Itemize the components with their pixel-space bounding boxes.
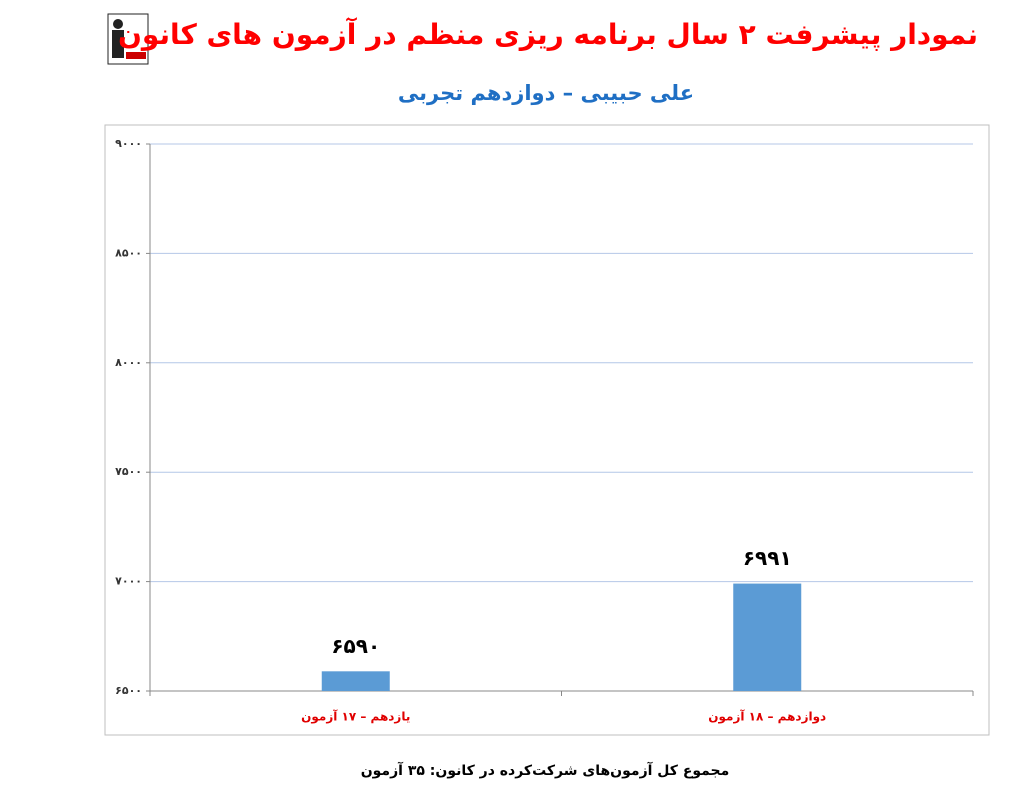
y-tick-label: ۹۰۰۰ [115, 137, 142, 150]
chart-title: نمودار پیشرفت ۲ سال برنامه ریزی منظم در … [118, 17, 978, 51]
y-tick-label: ۶۵۰۰ [115, 684, 142, 697]
footnote: مجموع کل آزمون‌های شرکت‌کرده در کانون: ۳… [361, 761, 730, 779]
y-tick-label: ۷۰۰۰ [115, 575, 142, 588]
bar [733, 583, 802, 691]
chart-subtitle: علی حبیبی – دوازدهم تجربی [398, 81, 694, 105]
y-tick-label: ۸۵۰۰ [115, 246, 142, 259]
y-tick-label: ۸۰۰۰ [115, 356, 142, 369]
logo [107, 13, 149, 65]
plot-frame [104, 124, 990, 736]
x-tick-label: یازدهم – ۱۷ آزمون [301, 709, 410, 725]
data-label: ۶۹۹۱ [743, 546, 792, 570]
bar [321, 671, 390, 691]
y-tick-label: ۷۵۰۰ [115, 465, 142, 478]
data-label: ۶۵۹۰ [331, 634, 380, 658]
x-tick-label: دوازدهم – ۱۸ آزمون [708, 709, 826, 725]
